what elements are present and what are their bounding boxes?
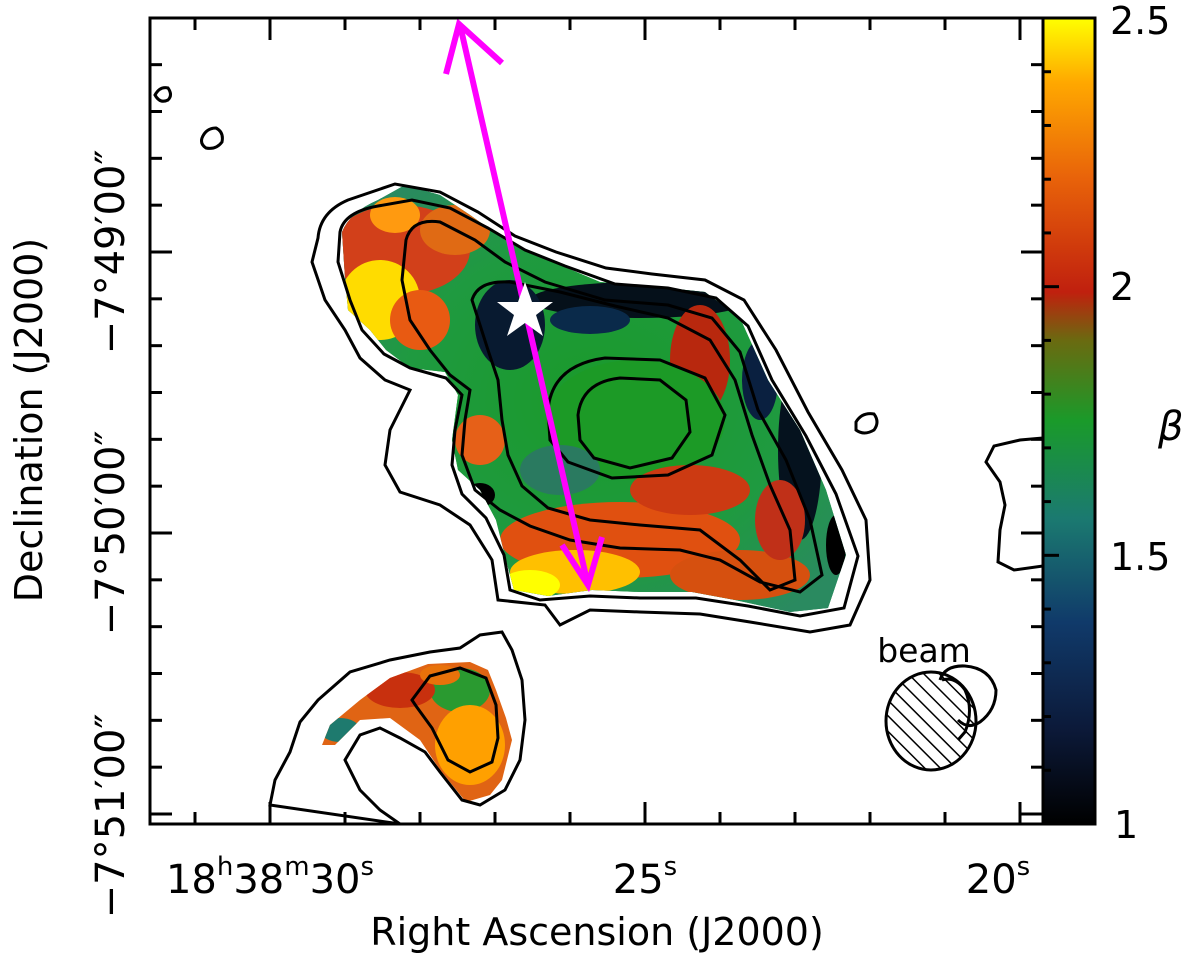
y-tick-label-4900: −7°49′00″: [88, 150, 134, 355]
contour-south-outer: [268, 630, 527, 824]
contour-east-edge: [984, 436, 1043, 572]
colorbar-ticks: [1043, 16, 1059, 826]
beam-overlap-contour: [941, 677, 971, 741]
y-tick-label-5100: −7°51′00″: [88, 714, 134, 919]
south-clump-heatmap: [322, 662, 512, 802]
x-tick-label-30s: 18h38m30s: [166, 852, 374, 903]
contour-2: [336, 198, 860, 618]
colorbar-gradient: [1041, 16, 1097, 826]
contour-south-inner: [410, 666, 500, 774]
colorbar-title: β: [1157, 404, 1184, 450]
star-marker: [497, 282, 553, 336]
contour-4: [470, 280, 797, 592]
y-tick-label-5000: −7°50′00″: [88, 431, 134, 636]
contour-outer: [310, 182, 872, 634]
colorbar-tick-label-2.5: 2.5: [1110, 0, 1170, 43]
beam-label: beam: [877, 631, 971, 670]
contour-5: [546, 356, 727, 480]
arrow-head-north: [443, 18, 505, 75]
y-tick-labels: −7°49′00″ −7°50′00″ −7°51′00″: [88, 150, 134, 919]
contour-blob-nw: [153, 86, 172, 103]
beam-marker: beam: [877, 631, 978, 772]
x-tick-label-20s: 20s: [966, 852, 1030, 903]
arrow-head-south: [559, 536, 605, 593]
contour-blob-e: [854, 412, 879, 435]
axis-ticks: [150, 18, 1043, 824]
intensity-contours: [153, 86, 1043, 824]
x-tick-labels: 18h38m30s 25s 20s: [166, 852, 1030, 903]
colorbar-tick-label-1.5: 1.5: [1110, 535, 1170, 579]
contour-3: [400, 219, 824, 594]
colorbar-tick-label-2: 2: [1110, 265, 1134, 309]
x-tick-label-25s: 25s: [613, 852, 677, 903]
contour-blob-nw2: [200, 126, 224, 150]
y-axis-title: Declination (J2000): [7, 238, 51, 602]
colorbar: 2.5 2 1.5 1 β: [1041, 0, 1184, 847]
beam-ellipse: [884, 670, 978, 772]
contour-6: [576, 376, 692, 470]
colorbar-tick-label-1: 1: [1114, 803, 1138, 847]
x-axis-title: Right Ascension (J2000): [370, 910, 824, 954]
